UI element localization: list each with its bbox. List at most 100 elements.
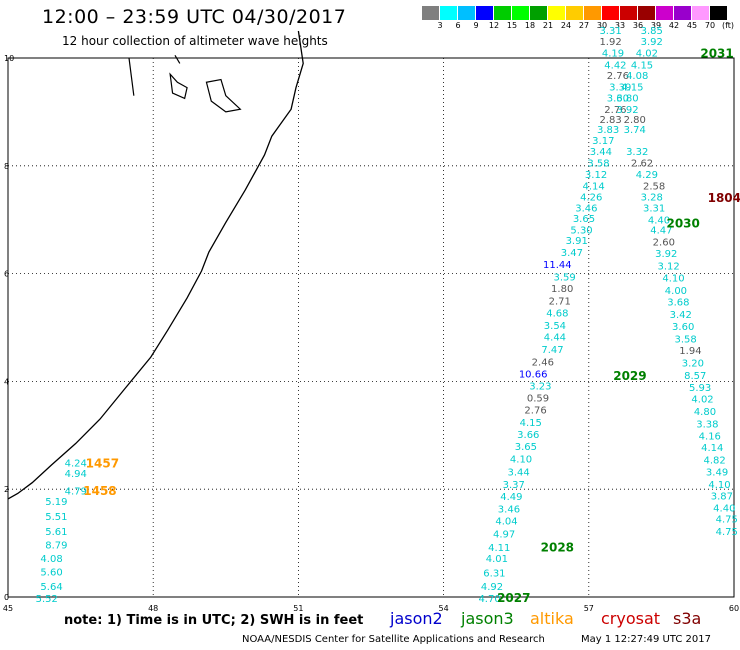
wave-height-value: 2.80 [624, 115, 646, 126]
wave-height-value: 3.65 [515, 442, 537, 453]
wave-height-value: 3.42 [670, 310, 692, 321]
wave-height-value: 2.46 [532, 357, 554, 368]
wave-height-value: 11.44 [543, 260, 572, 271]
wave-height-value: 4.15 [631, 60, 653, 71]
islet [169, 72, 188, 100]
wave-height-value: 3.74 [624, 125, 646, 136]
pass-time-label: 1804 [708, 191, 740, 205]
wave-height-value: 4.79 [65, 486, 87, 497]
wave-height-value: 5.64 [40, 582, 62, 593]
wave-height-value: 10.66 [519, 369, 548, 380]
wave-height-value: 6.31 [483, 569, 505, 580]
wave-height-value: 4.70 [478, 594, 500, 605]
scale-tick-label: 36 [632, 21, 644, 30]
wave-height-value: 4.15 [621, 83, 643, 94]
wave-height-value: 3.32 [626, 147, 648, 158]
wave-height-value: 3.46 [498, 505, 520, 516]
wave-height-value: 3.60 [672, 322, 694, 333]
wave-height-value: 4.24 [65, 458, 87, 469]
wave-height-value: 4.19 [602, 49, 624, 60]
wave-height-value: 3.66 [517, 430, 539, 441]
wave-height-value: 2.58 [643, 182, 665, 193]
coastline [7, 30, 304, 500]
wave-height-value: 4.47 [650, 225, 672, 236]
scale-tick-label: 21 [542, 21, 554, 30]
wave-height-value: 3.59 [553, 272, 575, 283]
pass-time-label: 2028 [541, 540, 574, 554]
wave-height-value: 4.11 [488, 543, 510, 554]
wave-height-value: 4.02 [691, 395, 713, 406]
wave-height-value: 4.40 [648, 216, 670, 227]
wave-height-value: 5.30 [570, 225, 592, 236]
scale-swatch [548, 6, 566, 20]
wave-height-value: 4.08 [626, 71, 648, 82]
wave-height-value: 5.19 [45, 497, 67, 508]
scale-swatch [620, 6, 638, 20]
wave-height-readings: 4.244.94 4.795.19 5.51 5.61 8.79 4.08 5.60 5.64… [36, 26, 738, 605]
pass-time-label: 2027 [497, 591, 530, 605]
map-grid [7, 57, 735, 598]
wave-height-value: 4.26 [580, 193, 602, 204]
wave-height-value: 2.62 [631, 159, 653, 170]
wave-height-value: 3.20 [682, 359, 704, 370]
wave-height-value: 3.92 [641, 37, 663, 48]
islet [128, 57, 135, 96]
pass-time-label: 1458 [83, 484, 116, 498]
lon-tick-label: 57 [584, 604, 594, 613]
scale-swatch [512, 6, 530, 20]
scale-swatch [458, 6, 476, 20]
wave-height-value: 3.83 [597, 125, 619, 136]
wave-height-value: 3.17 [592, 136, 614, 147]
wave-height-value: 4.75 [716, 514, 738, 525]
islet [205, 78, 242, 113]
scale-tick-label: 12 [488, 21, 500, 30]
lon-tick-label: 54 [439, 604, 449, 613]
page-subtitle: 12 hour collection of altimeter wave hei… [62, 34, 328, 48]
scale-swatch [422, 6, 440, 20]
footer-note: note: 1) Time is in UTC; 2) SWH is in fe… [64, 613, 364, 628]
scale-tick-label: 27 [578, 21, 590, 30]
wave-height-value: 3.46 [575, 203, 597, 214]
wave-height-value: 4.08 [40, 554, 62, 565]
wave-height-value: 3.37 [503, 480, 525, 491]
wave-height-value: 3.38 [696, 419, 718, 430]
wave-height-value: 4.14 [701, 443, 723, 454]
wave-height-value: 3.54 [544, 321, 566, 332]
wave-height-value: 3.31 [643, 203, 665, 214]
wave-height-value: 3.44 [507, 467, 529, 478]
scale-tick-label: 42 [668, 21, 680, 30]
scale-swatch [674, 6, 692, 20]
wave-height-value: 4.82 [704, 456, 726, 467]
wave-height-value: 2.83 [599, 115, 621, 126]
wave-height-value: 2.71 [549, 297, 571, 308]
wave-height-value: 3.68 [667, 298, 689, 309]
satellite-legend-jason2: jason2 [390, 609, 443, 628]
scale-tick-label: 3 [437, 21, 443, 30]
color-scale-legend: 3 6 9 12 15 18 21 24 27 30 33 36 39 42 45 70 (ft) [422, 6, 737, 32]
wave-height-value: 3.12 [658, 262, 680, 273]
page-title: 12:00 – 23:59 UTC 04/30/2017 [42, 6, 347, 28]
wave-height-value: 3.85 [641, 26, 663, 37]
wave-height-value: 2.60 [653, 237, 675, 248]
wave-height-value: 1.80 [551, 284, 573, 295]
wave-height-value: 5.60 [40, 568, 62, 579]
satellite-legend-jason3: jason3 [461, 609, 514, 628]
wave-height-value: 3.65 [573, 214, 595, 225]
scale-tick-label: 30 [596, 21, 608, 30]
scale-swatch [566, 6, 584, 20]
lon-tick-label: 60 [729, 604, 739, 613]
wave-height-value: 3.92 [616, 105, 638, 116]
scale-tick-label: 6 [455, 21, 461, 30]
wave-height-value: 3.58 [587, 159, 609, 170]
scale-swatch [494, 6, 512, 20]
wave-height-value: 3.44 [590, 147, 612, 158]
wave-height-value: 2.76 [524, 405, 546, 416]
scale-tick-label: 39 [650, 21, 662, 30]
scale-tick-label: 15 [506, 21, 518, 30]
wave-height-value: 3.47 [561, 248, 583, 259]
wave-height-value: 5.51 [45, 512, 67, 523]
wave-height-value: 4.68 [546, 308, 568, 319]
wave-height-value: 4.02 [636, 49, 658, 60]
wave-height-value: 5.52 [36, 594, 58, 605]
wave-height-value: 4.80 [694, 407, 716, 418]
